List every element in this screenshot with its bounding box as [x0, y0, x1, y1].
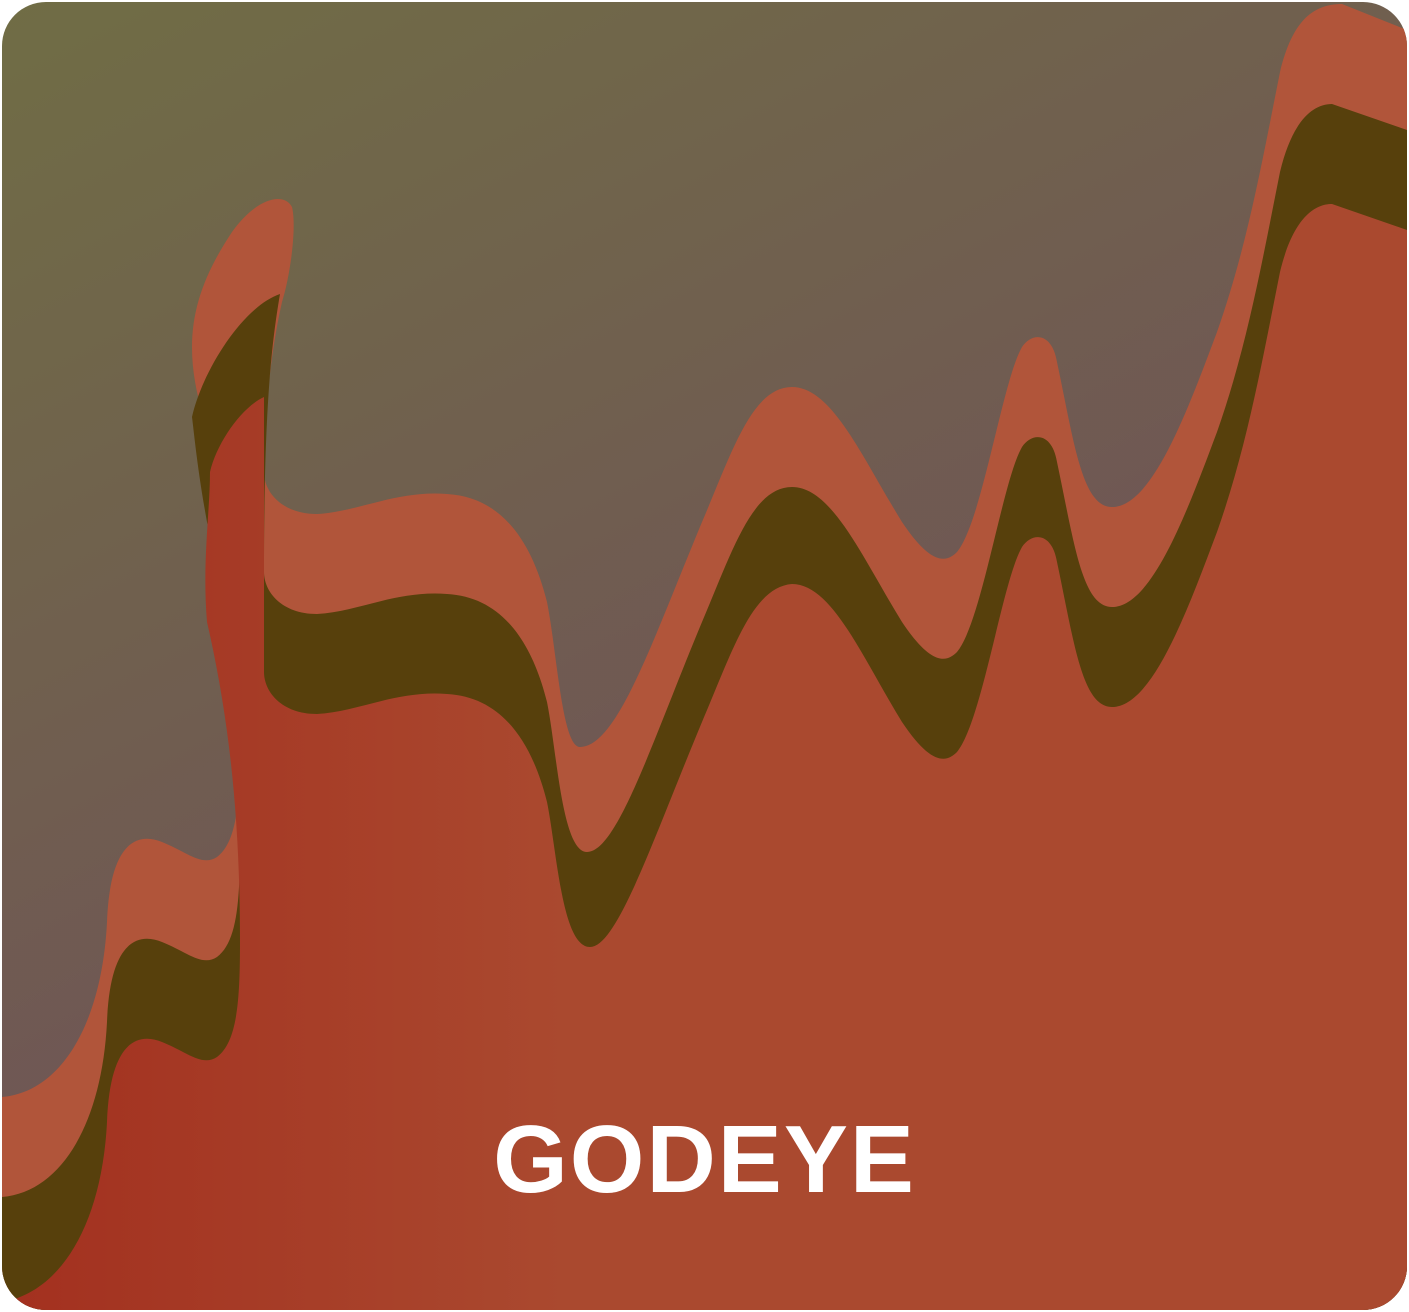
brand-wordmark: GODEYE: [493, 1106, 916, 1213]
red-ground-wave: [2, 204, 1407, 1310]
